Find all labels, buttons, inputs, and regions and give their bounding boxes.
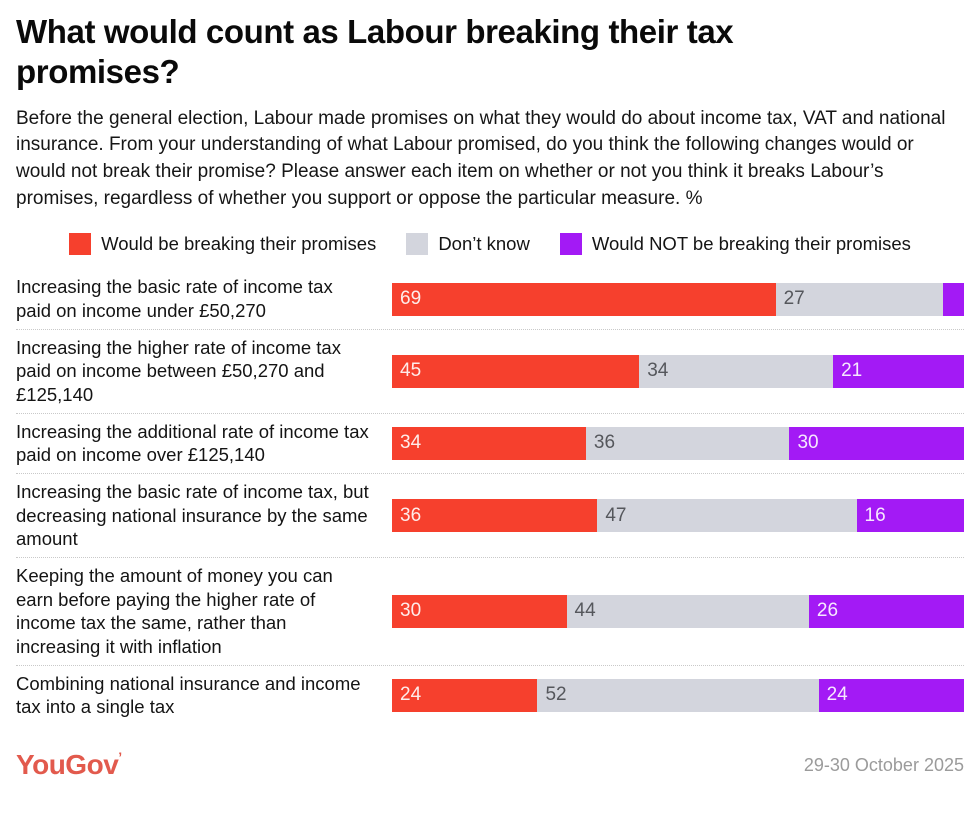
bar-value: 16 — [864, 504, 886, 526]
stacked-bar: 30 44 26 — [392, 594, 964, 628]
legend-label: Would be breaking their promises — [101, 233, 377, 255]
yougov-logo-text: YouGov — [16, 749, 119, 781]
bar-value: 36 — [400, 504, 422, 526]
bar-value: 34 — [647, 360, 669, 382]
bar-segment: 36 — [392, 499, 598, 533]
legend-swatch-icon — [406, 233, 429, 256]
yougov-logo: YouGov’ — [16, 749, 122, 781]
row-label: Increasing the additional rate of income… — [16, 420, 369, 466]
bar-segment: 30 — [789, 426, 964, 460]
table-row: Increasing the basic rate of income tax,… — [16, 473, 964, 557]
bar-value: 45 — [400, 360, 422, 382]
bar-segment: 26 — [808, 594, 964, 628]
bar-value: 21 — [841, 360, 863, 382]
bar-segment: 21 — [833, 354, 964, 388]
row-label: Combining national insurance and income … — [16, 672, 361, 718]
chart-page: What would count as Labour breaking thei… — [0, 12, 980, 781]
bar-segment: 16 — [856, 499, 964, 533]
bar-segment: 52 — [537, 678, 819, 712]
table-row: Increasing the additional rate of income… — [16, 412, 964, 473]
stacked-bar: 45 34 21 — [392, 354, 964, 388]
legend-item: Would be breaking their promises — [69, 233, 377, 256]
bar-value: 36 — [593, 432, 616, 454]
legend-swatch-icon — [559, 233, 582, 256]
chart-description: Before the general election, Labour made… — [16, 107, 946, 210]
row-label: Increasing the higher rate of income tax… — [16, 336, 341, 406]
page-title: What would count as Labour breaking thei… — [16, 13, 734, 91]
bar-segment: 69 — [392, 282, 776, 316]
bar-value: 24 — [826, 684, 848, 706]
bar-segment: 36 — [585, 426, 790, 460]
bar-segment: 47 — [597, 499, 857, 533]
bar-segment: 45 — [392, 354, 640, 388]
table-row: Combining national insurance and income … — [16, 664, 964, 725]
bar-value: 44 — [574, 600, 596, 622]
bar-segment: 24 — [392, 678, 538, 712]
stacked-bar: 24 52 24 — [392, 678, 964, 712]
table-row: Keeping the amount of money you can earn… — [16, 557, 964, 665]
bar-segment: 34 — [392, 426, 586, 460]
stacked-bar: 69 27 — [392, 282, 964, 316]
logo-quote-mark: ’ — [118, 749, 122, 766]
bar-segment: 44 — [566, 594, 809, 628]
row-label: Keeping the amount of money you can earn… — [16, 565, 333, 658]
bar-value: 26 — [816, 600, 839, 622]
bar-segment: 34 — [639, 354, 834, 388]
legend-label: Don’t know — [438, 233, 530, 255]
stacked-bar: 36 47 16 — [392, 499, 964, 533]
row-label: Increasing the basic rate of income tax,… — [16, 481, 369, 550]
row-label: Increasing the basic rate of income tax … — [16, 276, 333, 322]
table-row: Increasing the basic rate of income tax … — [16, 269, 964, 328]
bar-segment: 24 — [818, 678, 964, 712]
bar-value: 30 — [400, 600, 422, 622]
legend: Would be breaking their promises Don’t kn… — [16, 233, 964, 256]
table-row: Increasing the higher rate of income tax… — [16, 328, 964, 413]
bar-value: 30 — [797, 432, 819, 454]
bar-value: 52 — [545, 684, 567, 706]
stacked-bar: 34 36 30 — [392, 426, 964, 460]
bar-value: 69 — [400, 288, 422, 310]
bar-value: 24 — [400, 684, 422, 706]
bar-value: 27 — [783, 288, 805, 310]
legend-item: Don’t know — [406, 233, 530, 256]
legend-label: Would NOT be breaking their promises — [591, 233, 911, 255]
bar-segment: 30 — [392, 594, 567, 628]
bar-value: 47 — [605, 504, 627, 526]
bar-segment: 27 — [775, 282, 944, 316]
footer: YouGov’ 29-30 October 2025 — [16, 749, 964, 781]
bar-rows: Increasing the basic rate of income tax … — [16, 269, 964, 725]
bar-value: 34 — [400, 432, 422, 454]
bar-segment — [943, 282, 964, 316]
legend-item: Would NOT be breaking their promises — [559, 233, 911, 256]
date-range: 29-30 October 2025 — [803, 754, 964, 775]
legend-swatch-icon — [69, 233, 92, 256]
